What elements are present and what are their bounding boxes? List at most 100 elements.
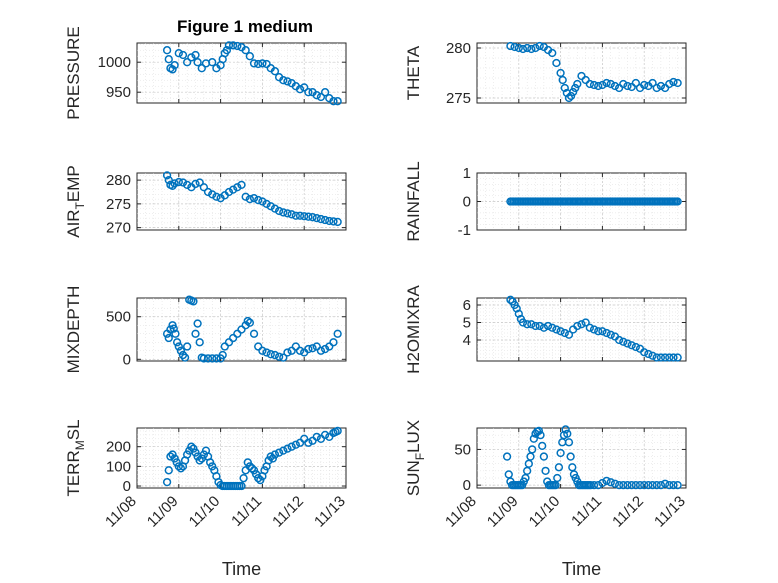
data-point <box>304 344 313 354</box>
data-point <box>166 325 175 334</box>
y-axis-label: H2OMIXRA <box>404 284 423 373</box>
data-point <box>610 81 620 91</box>
data-point <box>610 479 620 488</box>
data-point <box>320 215 330 225</box>
data-point <box>523 320 532 329</box>
y-axis-label-post: EMP <box>64 165 83 202</box>
data-point <box>606 478 615 487</box>
data-point <box>531 321 540 331</box>
data-point <box>274 448 284 457</box>
x-tick-label: 11/11 <box>568 493 605 530</box>
data-point <box>295 85 305 94</box>
y-axis-label-subscript: T <box>73 201 87 209</box>
data-point <box>295 211 305 220</box>
data-point <box>203 354 213 363</box>
data-point <box>673 480 682 490</box>
data-point <box>162 171 172 180</box>
data-point <box>308 213 317 222</box>
data-point <box>166 452 175 461</box>
data-point <box>506 41 515 51</box>
data-point <box>648 480 657 490</box>
data-point <box>543 321 553 331</box>
y-tick-label: 1 <box>463 165 471 182</box>
data-point <box>266 202 275 211</box>
data-point <box>224 41 234 50</box>
data-point <box>564 93 574 103</box>
x-tick-label: 11/13 <box>311 493 349 531</box>
panel-terr_msl: 0 100 200 11/08 11/09 11/10 11/11 11/12 11/13 TER… <box>64 419 349 579</box>
data-point <box>648 351 657 360</box>
data-point <box>312 91 321 100</box>
y-tick-label: 0 <box>463 477 471 494</box>
data-point <box>594 480 603 490</box>
data-point <box>283 444 292 453</box>
data-point <box>183 58 192 67</box>
data-point <box>172 338 182 347</box>
y-axis-label-main: TERR <box>64 450 83 496</box>
data-point <box>249 59 259 68</box>
series-markers <box>502 425 682 490</box>
data-point <box>598 80 607 90</box>
data-point <box>168 181 177 190</box>
data-point <box>566 91 576 101</box>
data-point <box>554 463 564 472</box>
data-point <box>291 211 300 220</box>
data-point <box>506 295 515 304</box>
data-point <box>644 480 653 490</box>
data-point <box>283 77 292 86</box>
data-point <box>320 88 330 97</box>
data-point <box>669 480 678 490</box>
data-point <box>239 474 248 483</box>
x-tick-label: 11/09 <box>144 493 182 531</box>
data-point <box>228 333 238 343</box>
x-tick-label: 11/11 <box>228 493 265 530</box>
data-point <box>178 178 188 187</box>
y-tick-label: 200 <box>106 439 131 456</box>
data-point <box>283 348 292 357</box>
data-point <box>594 327 603 336</box>
data-point <box>241 192 250 201</box>
y-axis-label: SUNFLUX <box>404 420 427 496</box>
data-point <box>538 441 547 451</box>
data-point <box>652 353 661 362</box>
data-point <box>563 429 572 438</box>
data-point <box>556 448 565 458</box>
data-point <box>527 320 536 329</box>
series-markers <box>162 426 342 491</box>
data-point <box>640 348 649 357</box>
data-point <box>529 434 538 443</box>
data-point <box>631 78 640 88</box>
data-point <box>531 43 540 53</box>
data-point <box>266 452 275 461</box>
y-tick-label: 0 <box>463 194 471 211</box>
data-point <box>291 342 300 351</box>
data-point <box>602 328 611 338</box>
data-point <box>258 197 267 206</box>
data-point <box>564 330 574 339</box>
data-point <box>168 65 177 74</box>
data-point <box>644 349 653 359</box>
data-point <box>308 344 317 353</box>
x-tick-label: 11/10 <box>526 493 564 531</box>
data-point <box>665 353 674 362</box>
y-tick-label: 280 <box>106 172 131 189</box>
data-point <box>212 192 221 201</box>
y-axis-label-main: RAINFALL <box>404 161 423 241</box>
data-point <box>191 329 200 338</box>
data-point <box>295 346 305 355</box>
data-point <box>606 79 615 89</box>
data-point <box>512 304 521 313</box>
data-point <box>170 179 179 188</box>
data-point <box>660 479 670 488</box>
data-point <box>619 480 628 490</box>
data-point <box>178 50 188 60</box>
data-point <box>162 477 172 487</box>
data-point <box>241 46 250 55</box>
data-point <box>325 342 334 351</box>
panel-sun_flux: 0 50 11/08 11/09 11/10 11/11 11/12 11/13 SUNFLUX… <box>404 420 689 579</box>
data-point <box>561 425 570 434</box>
data-point <box>245 52 255 61</box>
data-point <box>640 80 649 90</box>
y-axis-label-post: LUX <box>404 420 423 453</box>
data-point <box>174 49 183 58</box>
